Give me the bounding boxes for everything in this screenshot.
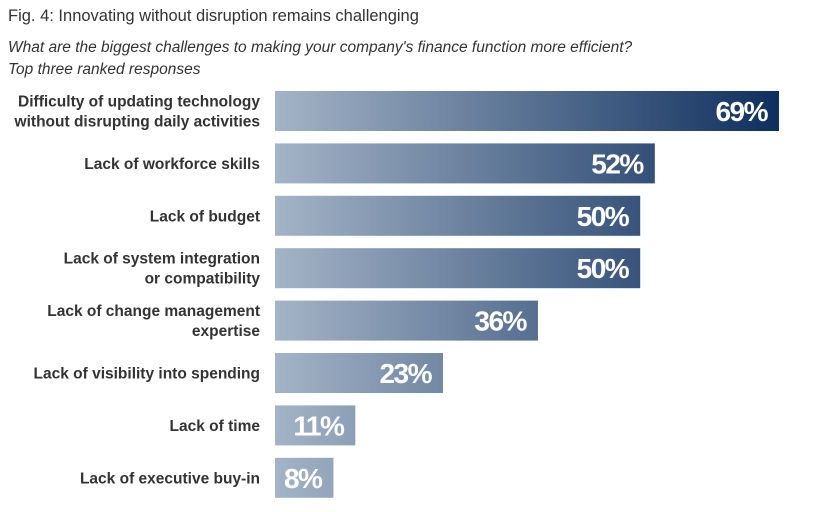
value-label-4: 50% [577, 253, 630, 284]
category-label-6: Lack of visibility into spending [34, 366, 261, 383]
value-label-1: 69% [715, 96, 768, 127]
category-label-7: Lack of time [170, 418, 261, 435]
value-label-5: 36% [474, 306, 527, 337]
category-label-1: Difficulty of updating technology without… [14, 94, 261, 131]
chart-subtitle: What are the biggest challenges to makin… [8, 37, 632, 81]
category-label-8: Lack of executive buy-in [80, 470, 260, 487]
subtitle-note: Top three ranked responses [8, 61, 201, 78]
bar-4 [275, 248, 641, 289]
bar-8 [275, 457, 334, 498]
category-label-5: Lack of change management expertise [47, 303, 260, 340]
bar-7 [275, 405, 356, 446]
bar-6 [275, 353, 443, 393]
value-label-3: 50% [577, 201, 630, 232]
subtitle-question: What are the biggest challenges to makin… [8, 39, 633, 56]
category-label-3: Lack of budget [150, 208, 260, 225]
value-label-8: 8% [284, 463, 323, 494]
value-label-7: 11% [293, 410, 345, 441]
category-label-4: Lack of system integration or compatibili… [64, 251, 261, 288]
bar-5 [275, 300, 538, 341]
category-label-2: Lack of workforce skills [84, 156, 260, 173]
bars-group: 69% Difficulty of updating technology with… [14, 91, 779, 498]
value-label-2: 52% [591, 148, 644, 179]
chart-title: Fig. 4: Innovating without disruption re… [8, 7, 419, 25]
bar-1 [275, 91, 779, 131]
bar-3 [275, 195, 641, 236]
value-label-6: 23% [379, 358, 432, 389]
bar-2 [275, 143, 655, 184]
